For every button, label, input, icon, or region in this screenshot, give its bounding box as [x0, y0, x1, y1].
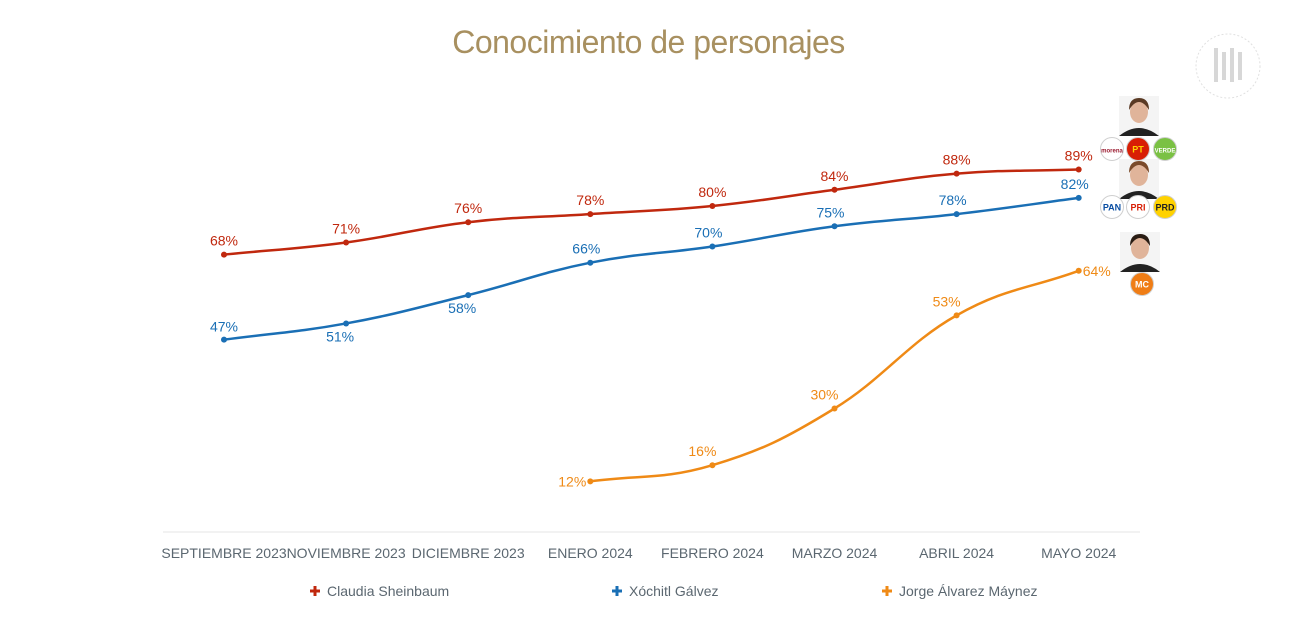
- data-point: [343, 239, 350, 246]
- photo-face: [1131, 237, 1149, 259]
- data-point: [343, 320, 350, 327]
- data-label: 47%: [210, 319, 238, 335]
- photo-face: [1130, 164, 1148, 186]
- legend-marker: [310, 586, 320, 596]
- party-logo-text: PAN: [1103, 203, 1121, 213]
- x-tick-label: FEBRERO 2024: [661, 545, 764, 561]
- seal-ring: [1195, 33, 1261, 99]
- x-tick-label: ABRIL 2024: [919, 545, 994, 561]
- data-label: 88%: [943, 152, 971, 168]
- data-point: [1075, 166, 1082, 173]
- x-tick-label: DICIEMBRE 2023: [412, 545, 525, 561]
- seal-bar: [1238, 52, 1242, 80]
- x-tick-label: NOVIEMBRE 2023: [287, 545, 406, 561]
- data-point: [587, 211, 594, 218]
- seal-bar: [1230, 48, 1234, 82]
- data-label: 30%: [810, 387, 838, 403]
- photo-body: [1119, 128, 1159, 136]
- party-logo-mc: [1130, 272, 1154, 296]
- photo-body: [1120, 264, 1160, 272]
- seal-bar: [1214, 48, 1218, 82]
- data-label: 71%: [332, 220, 360, 236]
- data-point: [709, 243, 716, 250]
- party-logo-text: morena: [1101, 149, 1123, 155]
- x-tick-label: MAYO 2024: [1041, 545, 1116, 561]
- series-line: [223, 168, 1079, 256]
- party-logo-prd: [1153, 195, 1177, 219]
- data-label: 16%: [688, 443, 716, 459]
- candidate-photo-sheinbaum: [1119, 96, 1159, 136]
- photo-hair: [1129, 161, 1149, 173]
- data-label: 68%: [210, 233, 238, 249]
- data-label: 70%: [694, 225, 722, 241]
- party-logo-verde: [1153, 137, 1177, 161]
- party-logo-text: PRI: [1130, 203, 1145, 213]
- data-point: [221, 336, 227, 343]
- data-label: 78%: [939, 192, 967, 208]
- data-point: [953, 211, 960, 218]
- legend-label: Claudia Sheinbaum: [327, 583, 449, 599]
- seal-bar: [1222, 52, 1226, 80]
- series-line: [223, 196, 1079, 341]
- data-point: [831, 405, 838, 412]
- candidate-photo-maynez: [1120, 232, 1160, 272]
- data-label: 80%: [698, 184, 726, 200]
- photo-body: [1119, 191, 1159, 199]
- data-label: 89%: [1065, 148, 1093, 164]
- data-point: [831, 223, 838, 230]
- data-label: 84%: [820, 168, 848, 184]
- party-logo-pt: [1126, 137, 1150, 161]
- data-point: [587, 478, 594, 485]
- party-logo-morena: [1100, 137, 1124, 161]
- data-label: 58%: [448, 300, 476, 316]
- data-point: [953, 170, 960, 177]
- candidate-photo-galvez: [1119, 159, 1159, 199]
- party-logo-pan: [1100, 195, 1124, 219]
- photo-face: [1130, 101, 1148, 123]
- series-line: [590, 269, 1080, 483]
- data-label: 76%: [454, 200, 482, 216]
- data-point: [831, 186, 838, 193]
- data-point: [587, 259, 594, 266]
- party-logo-pri: [1126, 195, 1150, 219]
- party-logo-text: PT: [1132, 145, 1144, 155]
- data-point: [465, 219, 472, 226]
- legend-label: Jorge Álvarez Máynez: [899, 583, 1038, 599]
- legend-label: Xóchitl Gálvez: [629, 583, 718, 599]
- party-logo-text: PRD: [1155, 203, 1175, 213]
- watermark-seal: [1195, 33, 1261, 99]
- data-point: [1075, 194, 1082, 201]
- x-tick-label: MARZO 2024: [792, 545, 878, 561]
- legend-marker: [612, 586, 622, 596]
- legend-marker: [882, 586, 892, 596]
- data-point: [1075, 267, 1082, 274]
- x-tick-label: ENERO 2024: [548, 545, 633, 561]
- party-logo-text: VERDE: [1155, 149, 1176, 155]
- data-label: 51%: [326, 328, 354, 344]
- data-point: [465, 292, 472, 299]
- data-label: 64%: [1083, 263, 1111, 279]
- data-point: [221, 251, 227, 258]
- photo-hair: [1130, 234, 1150, 246]
- photo-hair: [1129, 98, 1149, 110]
- data-label: 12%: [558, 473, 586, 489]
- party-logo-text: MC: [1135, 280, 1149, 290]
- data-label: 53%: [933, 293, 961, 309]
- data-point: [709, 203, 716, 209]
- data-point: [709, 462, 716, 469]
- chart-title: Conocimiento de personajes: [452, 24, 845, 60]
- data-point: [953, 312, 960, 319]
- data-label: 66%: [572, 241, 600, 257]
- data-label: 78%: [576, 192, 604, 208]
- data-label: 75%: [816, 204, 844, 220]
- x-tick-label: SEPTIEMBRE 2023: [161, 545, 286, 561]
- data-label: 82%: [1061, 176, 1089, 192]
